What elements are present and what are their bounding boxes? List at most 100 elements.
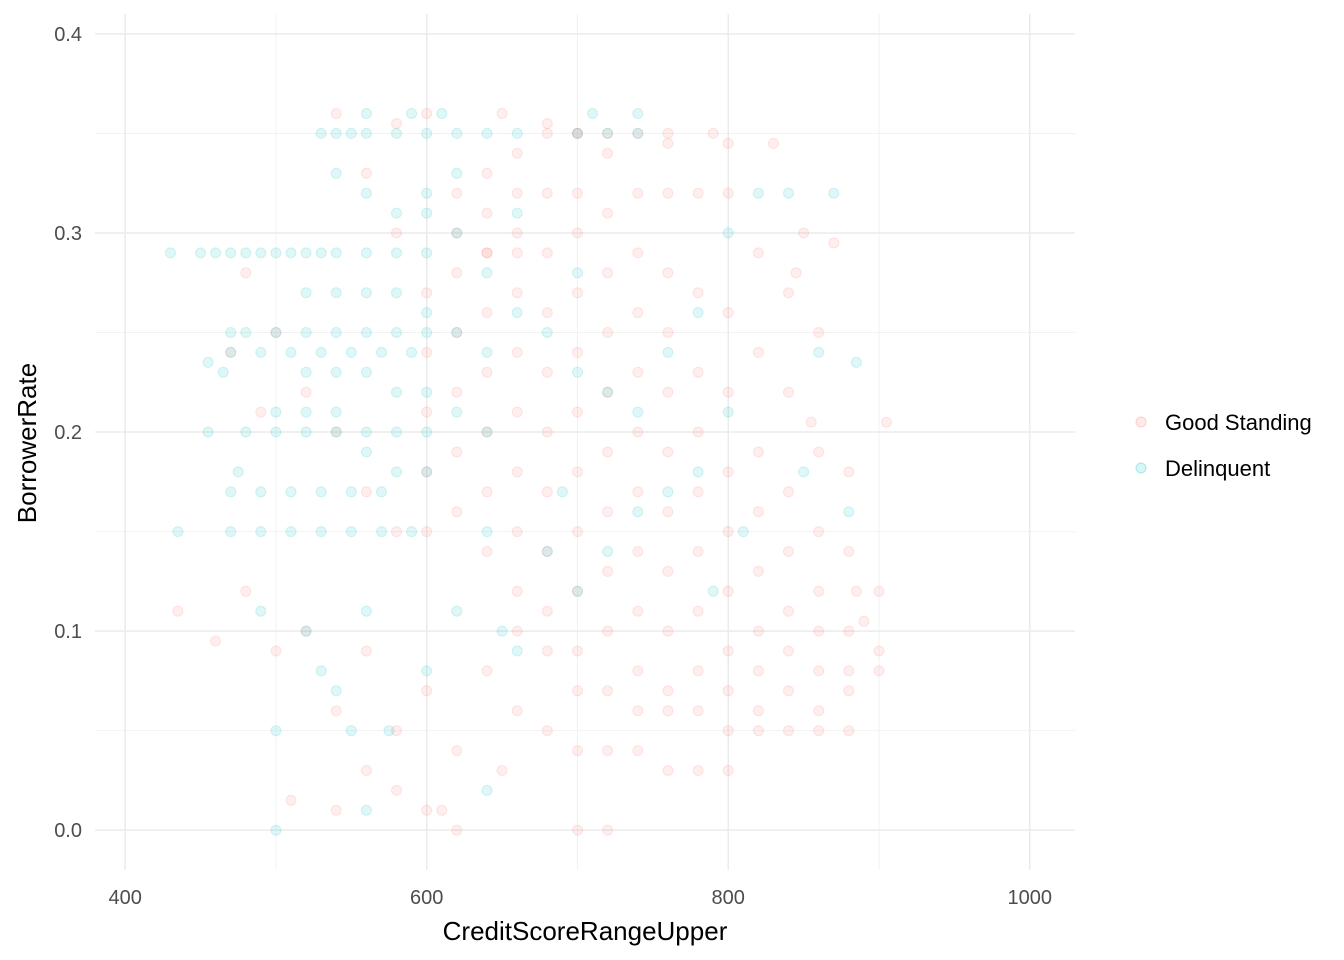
data-point xyxy=(541,127,553,139)
data-point xyxy=(662,386,674,398)
data-point xyxy=(270,725,282,737)
data-point xyxy=(722,526,734,538)
data-point xyxy=(850,585,862,597)
data-point xyxy=(270,824,282,836)
data-point xyxy=(722,725,734,737)
data-point xyxy=(632,745,644,757)
data-point xyxy=(783,486,794,498)
data-point xyxy=(315,247,327,259)
data-point xyxy=(783,605,794,617)
data-point xyxy=(225,247,237,259)
data-point xyxy=(511,227,523,239)
data-point xyxy=(421,665,433,677)
data-point xyxy=(511,147,523,159)
data-point xyxy=(722,386,734,398)
data-point xyxy=(722,137,734,149)
data-point xyxy=(202,426,214,438)
data-point xyxy=(451,406,463,418)
data-point xyxy=(315,346,327,358)
data-point xyxy=(451,327,463,338)
data-point xyxy=(572,745,583,757)
data-point xyxy=(541,247,553,259)
data-point xyxy=(511,645,523,657)
data-point xyxy=(421,526,433,538)
data-point xyxy=(632,127,644,139)
data-point xyxy=(285,346,297,358)
data-point xyxy=(813,725,825,737)
data-point xyxy=(737,526,749,538)
data-point xyxy=(662,127,674,139)
data-point xyxy=(255,247,267,259)
y-tick-label: 0.2 xyxy=(54,422,82,444)
data-point xyxy=(285,486,297,498)
data-point xyxy=(376,526,387,538)
data-point xyxy=(451,227,463,239)
data-point xyxy=(602,446,614,458)
data-point xyxy=(436,804,448,816)
data-point xyxy=(572,227,583,239)
data-point xyxy=(632,127,644,139)
data-point xyxy=(783,685,794,697)
x-tick-label: 800 xyxy=(712,887,745,909)
data-point xyxy=(421,426,433,438)
data-point xyxy=(662,187,674,199)
data-point xyxy=(172,605,184,617)
data-point xyxy=(602,127,614,139)
data-point xyxy=(692,546,704,557)
data-point xyxy=(481,127,493,139)
data-point xyxy=(451,327,463,338)
data-point xyxy=(632,605,644,617)
data-point xyxy=(330,426,342,438)
data-point xyxy=(541,426,553,438)
data-point xyxy=(300,426,312,438)
data-point xyxy=(541,546,553,557)
data-point xyxy=(451,386,463,398)
data-point xyxy=(632,486,644,498)
data-point xyxy=(451,127,463,139)
y-axis-title: BorrowerRate xyxy=(12,363,42,523)
data-point xyxy=(360,247,372,259)
data-point xyxy=(602,327,614,338)
data-point xyxy=(255,346,267,358)
minor-gridlines xyxy=(95,14,1075,870)
legend-label: Delinquent xyxy=(1165,456,1270,481)
data-point xyxy=(752,665,764,677)
data-point xyxy=(692,307,704,319)
data-point xyxy=(383,725,395,737)
data-point xyxy=(692,287,704,299)
data-point xyxy=(602,147,614,159)
data-point xyxy=(692,366,704,378)
data-point xyxy=(391,784,402,796)
data-point xyxy=(511,625,523,637)
data-point xyxy=(752,705,764,717)
data-point xyxy=(270,426,282,438)
data-point xyxy=(873,585,885,597)
data-point xyxy=(783,725,794,737)
data-point xyxy=(572,127,583,139)
data-point xyxy=(602,625,614,637)
data-point xyxy=(813,705,825,717)
x-tick-label: 1000 xyxy=(1008,887,1053,909)
data-point xyxy=(345,346,357,358)
data-point xyxy=(511,585,523,597)
data-point xyxy=(813,346,825,358)
data-point xyxy=(541,645,553,657)
data-point xyxy=(210,247,222,259)
data-point xyxy=(330,804,342,816)
data-point xyxy=(602,386,614,398)
data-point xyxy=(783,645,794,657)
data-point xyxy=(707,127,719,139)
data-point xyxy=(481,267,493,279)
y-tick-label: 0.0 xyxy=(54,820,82,842)
data-point xyxy=(541,118,553,129)
data-point xyxy=(391,725,402,737)
data-point xyxy=(406,346,418,358)
data-point xyxy=(752,346,764,358)
data-point xyxy=(202,356,214,368)
data-point xyxy=(828,187,840,199)
legend-item: Good Standing xyxy=(1135,410,1312,435)
data-point xyxy=(270,406,282,418)
data-point xyxy=(692,486,704,498)
data-point xyxy=(451,605,463,617)
